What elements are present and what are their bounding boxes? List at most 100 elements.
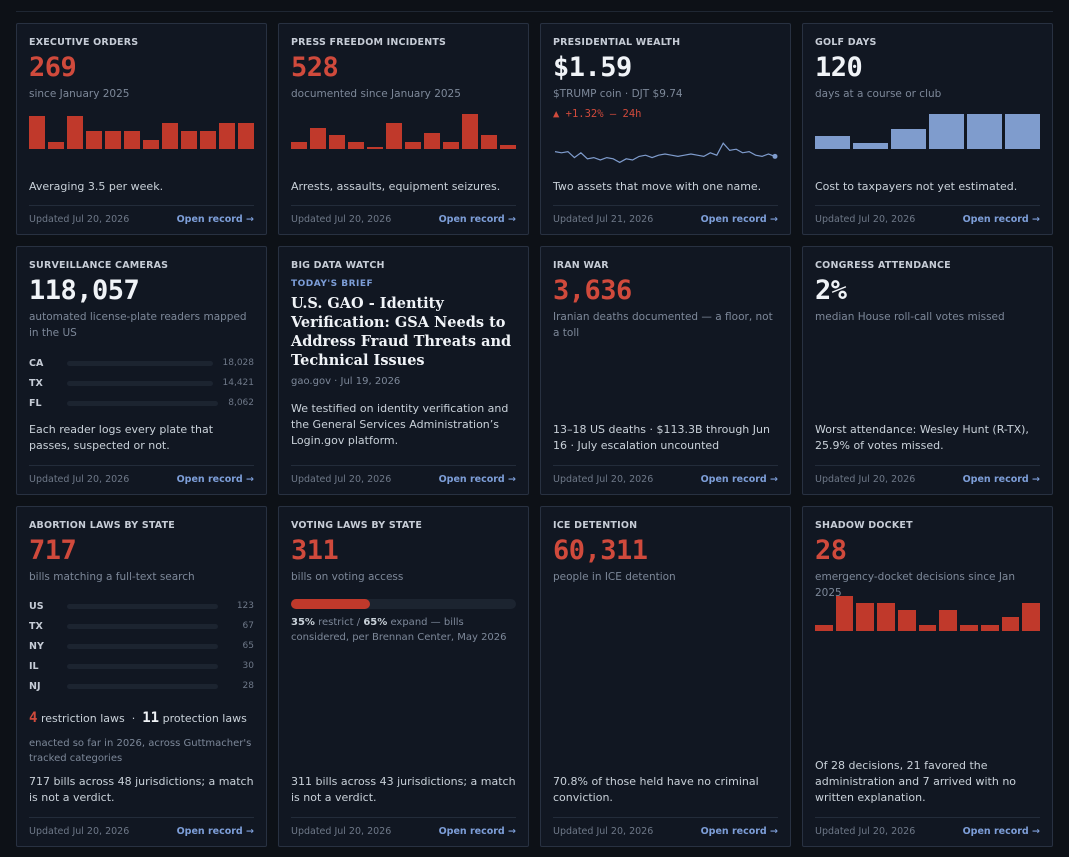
chart-bar [29,116,45,149]
state-row: NY 65 [29,636,254,656]
open-record-link[interactable]: Open record → [438,474,516,485]
updated-timestamp: Updated Jul 20, 2026 [291,826,392,837]
restrict-pct: 35% [291,617,315,628]
open-record-link[interactable]: Open record → [962,474,1040,485]
state-value: 28 [242,681,254,691]
card-footer: Updated Jul 20, 2026 Open record → [291,817,516,837]
card-label: GOLF DAYS [815,37,877,48]
chart-bar [329,135,345,149]
chart-bar [960,625,978,631]
card-label: SHADOW DOCKET [815,520,913,531]
card-label: PRESIDENTIAL WEALTH [553,37,681,48]
restrict-expand-bar [291,599,516,609]
chart-bar [815,625,833,631]
state-row: CA 18,028 [29,353,254,373]
state-code: TX [29,377,43,389]
updated-timestamp: Updated Jul 20, 2026 [291,214,392,225]
card-label: PRESS FREEDOM INCIDENTS [291,37,447,48]
updated-timestamp: Updated Jul 20, 2026 [815,474,916,485]
card-label: CONGRESS ATTENDANCE [815,260,951,271]
expand-text: expand — bills considered, per Brennan C… [291,617,507,643]
card-subtitle: median House roll-call votes missed [815,311,1005,323]
chart-bar [67,116,83,149]
card-value: $1.59 [553,52,632,83]
state-code: IL [29,660,39,672]
chart-bar [219,123,235,149]
state-track [67,360,213,366]
sparkline-endpoint [772,153,778,159]
chart-bar [980,625,999,631]
state-rows: US 123 TX 67 NY 65 IL 30 NJ 28 [29,596,254,696]
card-description: 13–18 US deaths · $113.3B through Jun 16… [553,423,770,452]
chart-bar [162,123,178,149]
chart-bar [918,625,937,631]
state-track [67,603,218,609]
state-code: FL [29,397,42,409]
chart-bar [124,131,140,149]
state-value: 30 [242,661,254,671]
card-description: Worst attendance: Wesley Hunt (R-TX), 25… [815,423,1029,452]
chart-bar [891,129,926,149]
state-value: 123 [236,601,254,611]
chart-bar [200,131,216,149]
chart-bar [877,603,895,631]
open-record-link[interactable]: Open record → [438,826,516,837]
chart-bar [86,131,102,149]
laws-note: enacted so far in 2026, across Guttmache… [29,738,252,764]
card-footer: Updated Jul 20, 2026 Open record → [815,205,1040,225]
state-value: 14,421 [222,378,255,388]
card-footer: Updated Jul 20, 2026 Open record → [291,205,516,225]
bar-chart [815,596,1041,631]
bar-chart [291,114,516,149]
open-record-link[interactable]: Open record → [700,214,778,225]
state-code: NY [29,640,44,652]
state-code: TX [29,620,43,632]
open-record-link[interactable]: Open record → [962,214,1040,225]
sparkline-chart [554,142,778,164]
state-row: IL 30 [29,656,254,676]
card-label: IRAN WAR [553,260,609,271]
card-footer: Updated Jul 20, 2026 Open record → [553,817,778,837]
card-subtitle: bills matching a full-text search [29,571,195,583]
state-row: TX 67 [29,616,254,636]
open-record-link[interactable]: Open record → [176,474,254,485]
open-record-link[interactable]: Open record → [962,826,1040,837]
brief-source: gao.gov · Jul 19, 2026 [291,376,401,387]
card-ice-detention: ICE DETENTION 60,311 people in ICE deten… [540,506,791,847]
open-record-link[interactable]: Open record → [700,474,778,485]
card-footer: Updated Jul 20, 2026 Open record → [815,817,1040,837]
card-description: 717 bills across 48 jurisdictions; a mat… [29,775,254,804]
open-record-link[interactable]: Open record → [438,214,516,225]
chart-bar [897,610,916,631]
card-value: 717 [29,535,77,566]
card-description: 70.8% of those held have no criminal con… [553,775,759,804]
chart-bar [424,133,440,149]
sparkline-path [554,142,776,164]
open-record-link[interactable]: Open record → [700,826,778,837]
card-subtitle: automated license-plate readers mapped i… [29,311,247,339]
open-record-link[interactable]: Open record → [176,826,254,837]
card-value: 2% [815,275,847,306]
card-label: SURVEILLANCE CAMERAS [29,260,169,271]
chart-bar [967,114,1002,149]
card-description: Each reader logs every plate that passes… [29,423,214,452]
state-value: 67 [242,621,254,631]
chart-bar [105,131,121,149]
laws-summary: 4 restriction laws · 11 protection laws [29,710,247,726]
card-value: 311 [291,535,339,566]
open-record-link[interactable]: Open record → [176,214,254,225]
restriction-label: restriction laws [40,712,125,725]
card-footer: Updated Jul 20, 2026 Open record → [29,817,254,837]
card-congress-attendance: CONGRESS ATTENDANCE 2% median House roll… [802,246,1053,495]
updated-timestamp: Updated Jul 20, 2026 [291,474,392,485]
card-voting-laws: VOTING LAWS BY STATE 311 bills on voting… [278,506,529,847]
chart-bar [405,142,421,149]
card-value: 528 [291,52,339,83]
brief-kicker: TODAY'S BRIEF [291,279,374,289]
card-label: BIG DATA WATCH [291,260,385,271]
state-track [67,663,218,669]
restrict-expand-note: 35% restrict / 65% expand — bills consid… [291,615,516,645]
brief-title[interactable]: U.S. GAO - Identity Verification: GSA Ne… [291,295,512,369]
state-value: 65 [242,641,254,651]
chart-bar [856,603,875,631]
